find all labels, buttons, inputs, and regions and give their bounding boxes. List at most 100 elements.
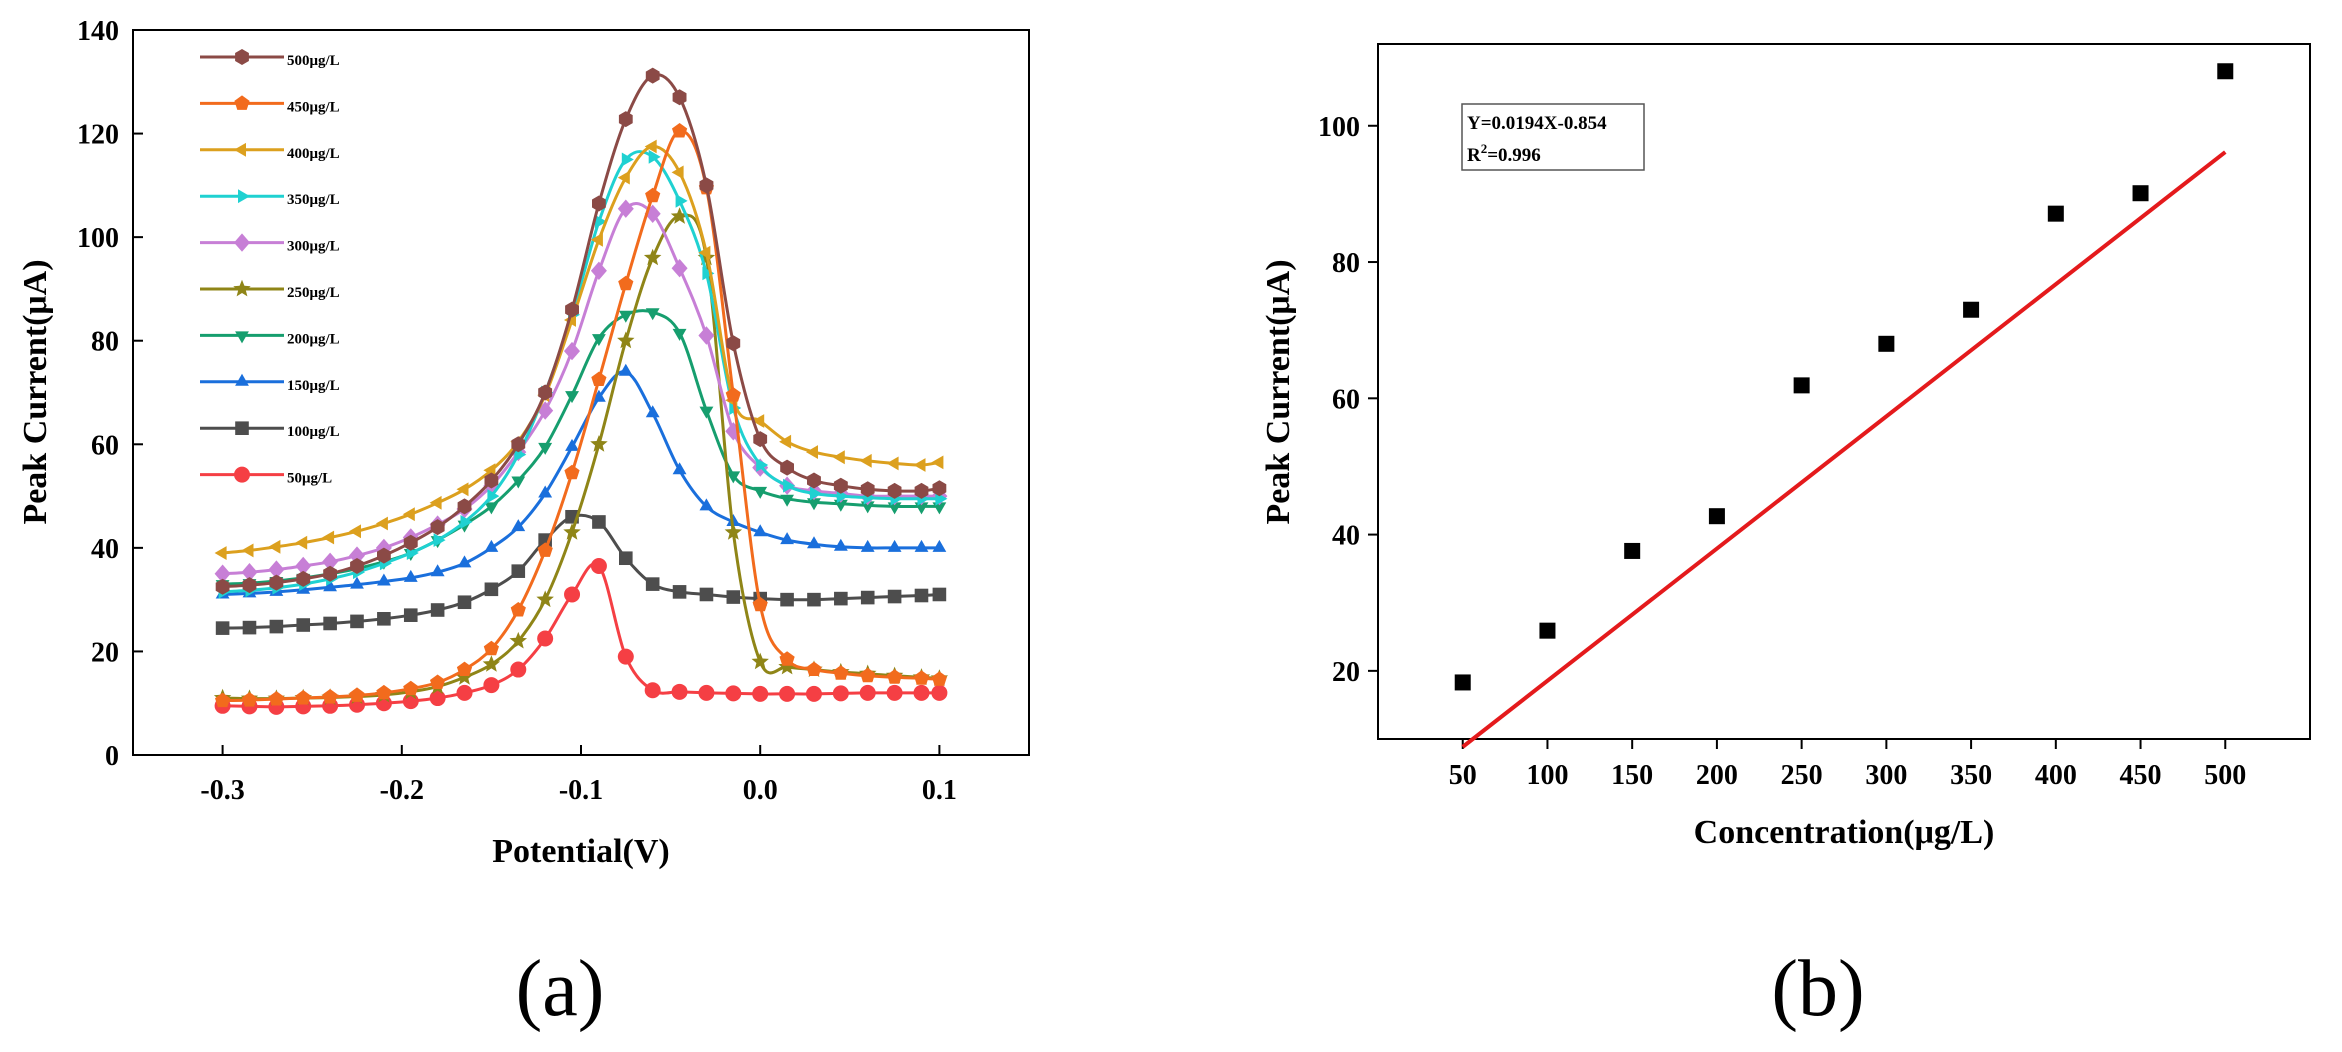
- data-point: [322, 530, 335, 545]
- data-point: [752, 685, 769, 702]
- data-point: [807, 536, 821, 549]
- data-point: [269, 574, 284, 591]
- data-point: [783, 478, 796, 493]
- data-point: [268, 560, 285, 579]
- r-squared-superscript: 2: [1481, 141, 1488, 156]
- data-point: [1624, 542, 1641, 559]
- data-point: [430, 519, 445, 536]
- data-point: [268, 691, 284, 706]
- data-point: [617, 331, 635, 349]
- legend-item: 300μg/L: [200, 233, 340, 255]
- data-point: [860, 590, 875, 605]
- data-point: [511, 564, 526, 578]
- data-point: [1708, 508, 1725, 525]
- x-axis-ticks: 50 100 150 200 250 300 350 400 450 500: [1449, 739, 2246, 791]
- data-point: [349, 546, 365, 565]
- x-tick-label: 350: [1950, 760, 1992, 791]
- data-point: [537, 542, 553, 557]
- x-tick-label: 500: [2204, 760, 2246, 791]
- x-tick-label: 300: [1865, 760, 1907, 791]
- data-point: [671, 165, 684, 180]
- legend-marker: [235, 421, 249, 435]
- data-point: [645, 308, 660, 321]
- data-point: [565, 391, 579, 404]
- data-point: [296, 570, 311, 587]
- data-point: [833, 499, 848, 512]
- data-point: [215, 692, 231, 708]
- data-point: [617, 170, 630, 185]
- panel-a-voltammogram: -0.3 -0.2 -0.1 0.0 0.1 0 20 40 60 80 100 120 140 50…: [17, 16, 1030, 1033]
- data-point: [565, 438, 579, 451]
- data-point: [671, 259, 688, 278]
- data-point: [1454, 674, 1471, 691]
- data-point: [592, 195, 606, 212]
- data-point: [756, 458, 769, 472]
- data-point: [644, 139, 657, 154]
- legend-item: 450μg/L: [200, 95, 340, 115]
- data-point: [724, 523, 743, 540]
- data-point: [349, 687, 365, 702]
- data-point: [2217, 63, 2234, 80]
- data-point: [780, 532, 794, 545]
- series-line: [222, 370, 940, 596]
- data-point: [725, 387, 741, 402]
- data-point: [242, 577, 257, 594]
- x-tick-label: 0.0: [743, 775, 778, 806]
- x-axis-label: Potential(V): [492, 833, 670, 870]
- legend-marker: [234, 95, 250, 110]
- legend-label: 250μg/L: [287, 285, 340, 301]
- legend-item: 250μg/L: [200, 279, 340, 301]
- data-point: [645, 67, 660, 84]
- legend-marker: [235, 49, 249, 65]
- data-point: [932, 480, 947, 497]
- data-point: [645, 577, 660, 591]
- x-tick-label: 0.1: [922, 775, 957, 806]
- data-point: [403, 569, 418, 582]
- data-point: [753, 486, 768, 499]
- data-point: [778, 657, 796, 675]
- legend-label: 300μg/L: [287, 239, 340, 255]
- legend-item: 100μg/L: [200, 421, 340, 440]
- data-point: [648, 149, 661, 164]
- data-point: [564, 464, 580, 480]
- data-point: [699, 406, 714, 419]
- legend-item: 500μg/L: [200, 49, 340, 69]
- data-point: [887, 502, 902, 515]
- data-point: [537, 630, 554, 647]
- data-point: [726, 590, 741, 604]
- data-point: [375, 516, 388, 531]
- data-point: [859, 684, 876, 701]
- legend-marker: [234, 233, 250, 252]
- data-point: [833, 477, 848, 494]
- data-point: [377, 573, 391, 586]
- data-point: [215, 621, 230, 635]
- data-point: [510, 602, 526, 617]
- data-point: [590, 261, 607, 280]
- x-axis-label: Concentration(μg/L): [1694, 814, 1995, 851]
- data-point: [726, 335, 741, 352]
- legend-item: 150μg/L: [200, 373, 340, 394]
- legend-label: 500μg/L: [287, 53, 340, 69]
- data-point: [699, 587, 714, 602]
- data-point: [403, 534, 418, 551]
- data-point: [807, 498, 821, 511]
- data-point: [483, 640, 499, 656]
- data-point: [753, 431, 768, 448]
- data-point: [242, 620, 257, 635]
- data-point: [618, 275, 634, 291]
- data-point: [914, 482, 929, 499]
- y-tick-label: 100: [77, 223, 119, 254]
- data-point: [887, 539, 902, 552]
- legend-label: 50μg/L: [287, 471, 332, 487]
- data-point: [807, 592, 821, 607]
- data-point: [914, 588, 929, 603]
- data-point: [322, 689, 338, 704]
- data-point: [931, 455, 944, 470]
- data-point: [675, 194, 688, 208]
- data-point: [914, 502, 929, 515]
- legend-item: 50μg/L: [200, 466, 332, 487]
- plot-frame: [132, 29, 1030, 756]
- y-tick-label: 20: [1332, 657, 1360, 688]
- x-axis-ticks: -0.3 -0.2 -0.1 0.0 0.1: [200, 745, 957, 806]
- series-line: [222, 202, 940, 576]
